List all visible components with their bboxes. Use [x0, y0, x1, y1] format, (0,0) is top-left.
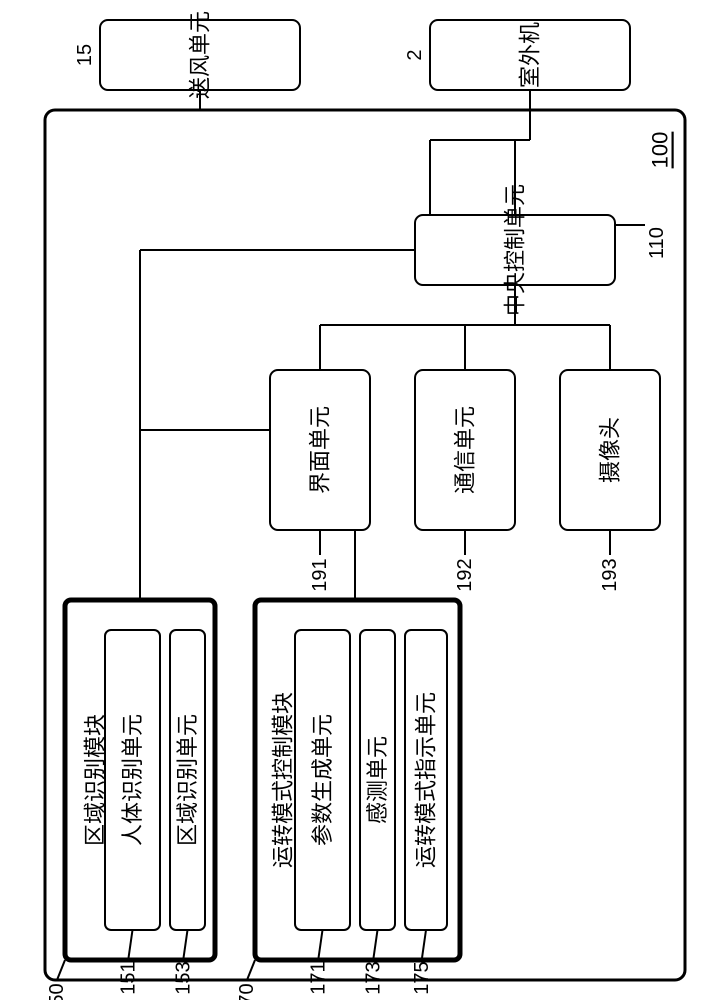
- svg-text:173: 173: [363, 961, 385, 994]
- svg-text:界面单元: 界面单元: [308, 406, 333, 494]
- svg-text:191: 191: [309, 558, 331, 591]
- svg-text:175: 175: [411, 961, 433, 994]
- svg-text:2: 2: [404, 49, 426, 60]
- svg-text:感测单元: 感测单元: [365, 736, 390, 824]
- svg-text:151: 151: [118, 961, 140, 994]
- svg-text:中央控制单元: 中央控制单元: [503, 184, 528, 316]
- svg-text:15: 15: [74, 44, 96, 66]
- svg-text:153: 153: [173, 961, 195, 994]
- svg-text:通信单元: 通信单元: [453, 406, 478, 494]
- svg-text:摄像头: 摄像头: [598, 417, 623, 483]
- svg-text:171: 171: [308, 961, 330, 994]
- svg-text:运转模式控制模块: 运转模式控制模块: [271, 692, 296, 868]
- svg-text:送风单元: 送风单元: [188, 11, 213, 99]
- svg-text:区域识别模块: 区域识别模块: [83, 714, 108, 846]
- svg-text:运转模式指示单元: 运转模式指示单元: [414, 692, 439, 868]
- svg-text:110: 110: [646, 227, 668, 259]
- diagram-svg: 100 送风单元 15 室外机 2 中央控制单元 110 界面单元 191 通信单元 192 摄像头 1…: [0, 0, 706, 1000]
- svg-text:192: 192: [454, 558, 476, 591]
- svg-text:193: 193: [599, 558, 621, 591]
- svg-text:150: 150: [46, 983, 68, 1000]
- svg-text:参数生成单元: 参数生成单元: [310, 714, 335, 846]
- svg-text:170: 170: [236, 983, 258, 1000]
- svg-text:人体识别单元: 人体识别单元: [120, 714, 145, 846]
- svg-text:区域识别单元: 区域识别单元: [175, 714, 200, 846]
- svg-text:室外机: 室外机: [518, 22, 543, 88]
- svg-text:100: 100: [648, 132, 673, 169]
